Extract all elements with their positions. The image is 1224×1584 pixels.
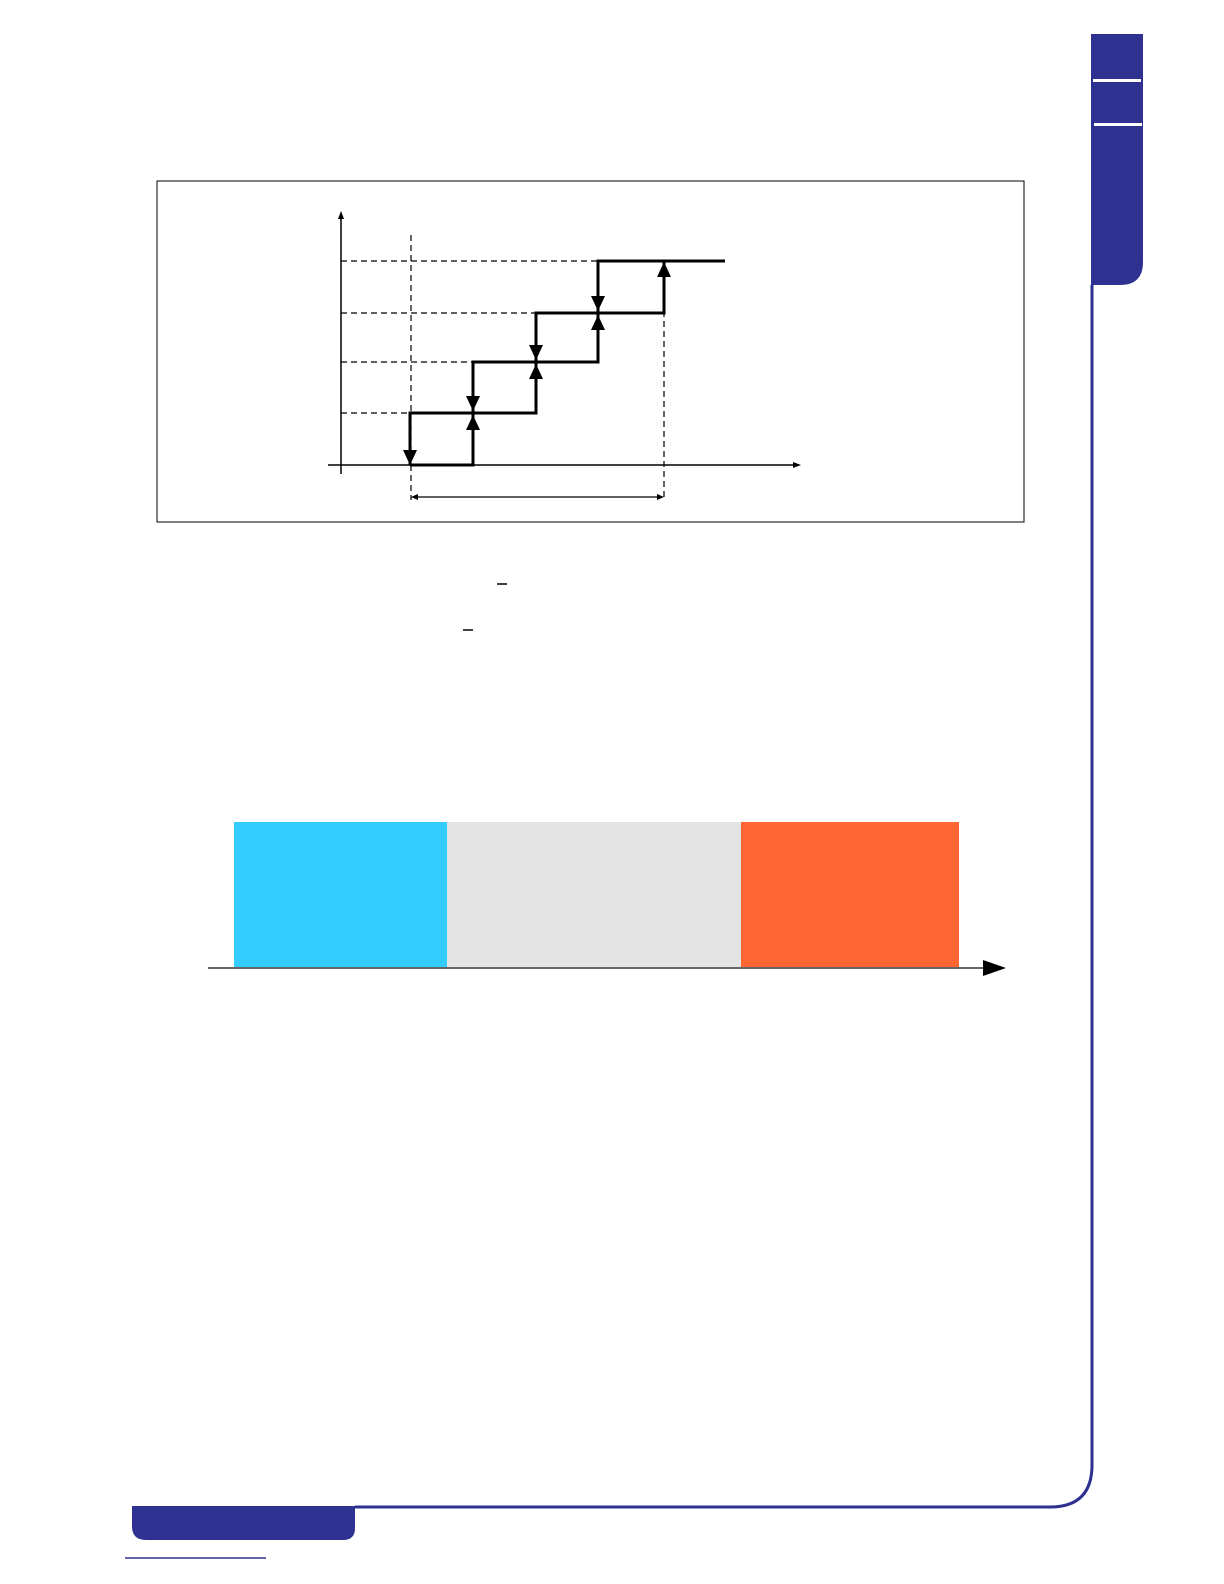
zone-high [741,822,959,967]
arrow-down-icon [403,450,417,465]
zone-band [208,822,1006,976]
arrow-left-icon [411,494,418,500]
page-frame [125,34,1143,1559]
arrow-down-icon [466,396,480,411]
figure-box [156,180,1025,523]
frame-line [355,285,1094,1509]
arrow-right-icon [657,494,664,500]
arrow-up-icon [591,315,605,330]
ascending-path [410,261,666,467]
down-arrows [403,296,605,465]
y-axis-arrow-icon [338,211,344,219]
guide-lines [341,235,665,500]
arrow-up-icon [466,415,480,430]
footer-tab [132,1506,355,1540]
zone-mid [447,822,741,967]
side-tab-divider [1093,79,1141,82]
staircase-diagram [328,211,801,500]
side-tab-divider [1094,123,1142,126]
side-tab [1091,34,1143,285]
x-axis-arrow-icon [793,462,801,468]
arrow-down-icon [529,345,543,360]
arrow-up-icon [529,364,543,379]
band-axis-arrow-icon [983,960,1006,976]
up-arrows [466,262,671,430]
arrow-up-icon [657,262,671,277]
arrow-down-icon [591,296,605,311]
zone-low [234,822,447,967]
